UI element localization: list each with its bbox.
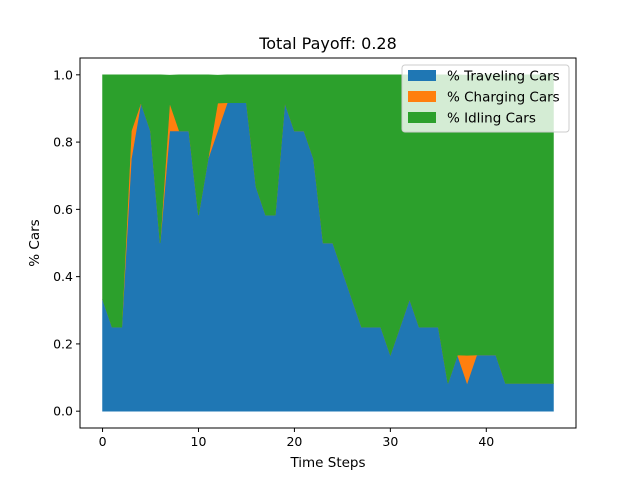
legend-label-traveling-cars: % Traveling Cars — [447, 69, 560, 85]
y-tick-label: 0.0 — [53, 404, 73, 419]
x-tick-label: 40 — [478, 434, 494, 449]
area-idling-cars — [102, 74, 554, 384]
legend-swatch-charging-cars — [408, 91, 436, 102]
legend-swatch-traveling-cars — [408, 70, 436, 81]
legend-box — [401, 64, 570, 133]
area-layers — [102, 74, 554, 412]
legend-swatch-idling-cars — [408, 112, 436, 123]
y-tick-label: 0.4 — [53, 269, 73, 284]
x-axis-ticks: 0 10 20 30 40 — [99, 428, 494, 449]
x-tick-label: 20 — [286, 434, 302, 449]
plot-frame — [79, 57, 577, 429]
y-axis-ticks: 0.0 0.2 0.4 0.6 0.8 1.0 — [53, 67, 80, 419]
y-tick-label: 0.6 — [53, 202, 73, 217]
y-tick-label: 0.8 — [53, 135, 73, 150]
legend: % Traveling Cars % Charging Cars % Idling … — [401, 64, 570, 133]
legend-label-idling-cars: % Idling Cars — [447, 111, 536, 127]
x-axis-label: Time Steps — [289, 455, 365, 471]
x-tick-label: 10 — [191, 434, 207, 449]
legend-label-charging-cars: % Charging Cars — [447, 90, 560, 106]
y-axis-label: % Cars — [27, 219, 43, 266]
chart-title: Total Payoff: 0.28 — [258, 34, 397, 53]
x-tick-label: 30 — [382, 434, 398, 449]
y-tick-label: 0.2 — [53, 336, 73, 351]
x-tick-label: 0 — [99, 434, 107, 449]
y-tick-label: 1.0 — [53, 67, 73, 82]
